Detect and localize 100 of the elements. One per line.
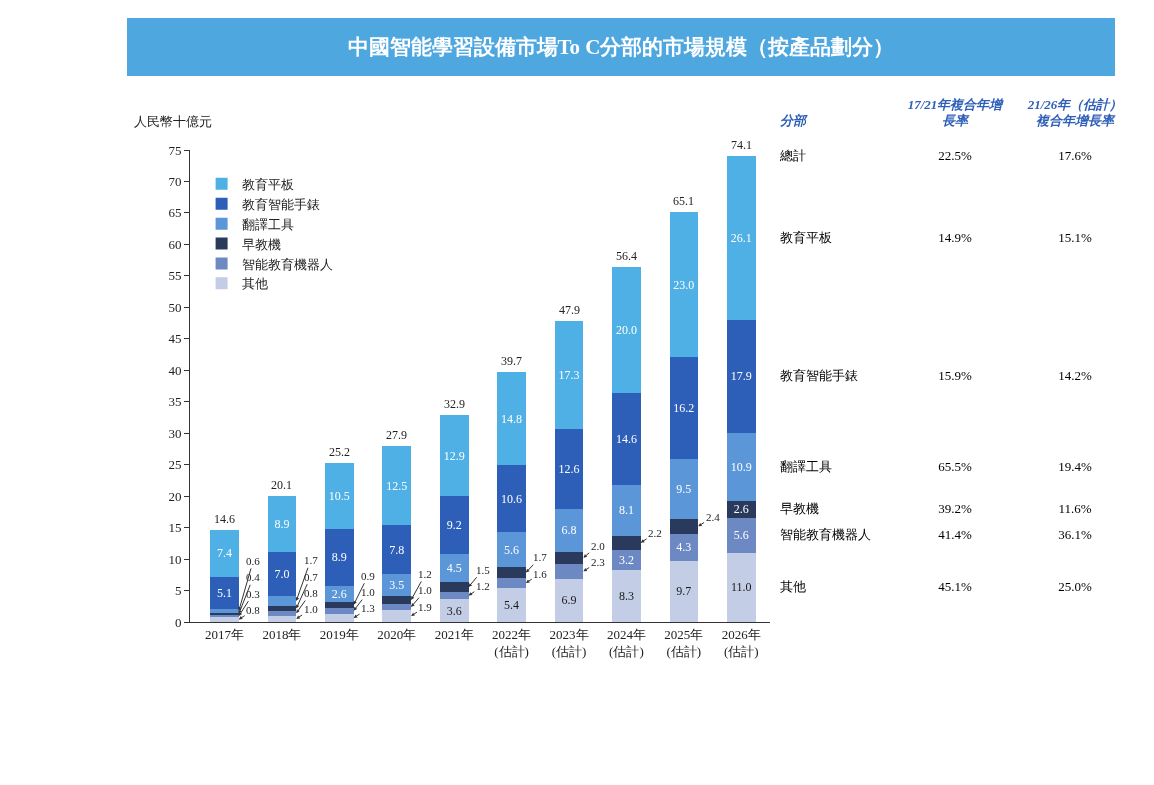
text: 17/21年複合年增長率 — [906, 97, 1005, 129]
data-label: 17.3 — [558, 367, 580, 382]
total-label: 32.9 — [444, 397, 465, 411]
bar — [439, 591, 469, 600]
bar — [726, 501, 756, 518]
data-label: 11.0 — [731, 580, 752, 595]
bar — [267, 551, 297, 596]
y-tick-label: 65 — [168, 205, 182, 221]
y-tick-label: 60 — [168, 236, 182, 252]
data-label: 0.4 — [246, 571, 261, 583]
data-label: 36.1% — [1058, 527, 1092, 544]
bar — [439, 554, 469, 583]
bar — [554, 551, 584, 565]
data-label: 22.5% — [938, 147, 972, 164]
data-label: 1.0 — [304, 603, 319, 615]
bar — [324, 613, 354, 622]
data-label: 10.9 — [730, 459, 752, 474]
data-label: 1.5 — [476, 564, 491, 576]
bar — [267, 606, 297, 611]
data-label: 11.6% — [1058, 501, 1092, 518]
bar — [612, 392, 641, 485]
legend-label: 早教機 — [241, 236, 281, 252]
y-tick-label: 35 — [168, 394, 182, 410]
total-label: 74.1 — [731, 138, 752, 152]
data-label: 7.4 — [216, 546, 232, 561]
data-label: 0.8 — [304, 587, 319, 599]
bar — [669, 459, 699, 519]
bar — [669, 212, 699, 358]
data-label: 2.0 — [591, 540, 606, 552]
bar — [726, 517, 756, 553]
y-tick-label: 10 — [168, 551, 182, 567]
bar — [382, 446, 412, 526]
data-label: 8.9 — [331, 550, 347, 565]
total-label: 47.9 — [559, 303, 580, 317]
x-tick-label: 2020年 — [377, 626, 417, 642]
bar — [497, 465, 526, 533]
bar — [267, 495, 297, 552]
bar — [726, 552, 756, 622]
bar — [554, 508, 584, 552]
data-label: 19.4% — [1058, 458, 1092, 475]
bar — [497, 567, 526, 578]
data-label: 26.1 — [730, 230, 752, 245]
data-label: 14.8 — [501, 411, 523, 426]
data-label: 8.9 — [274, 516, 290, 531]
category-label: 教育智能手錶 — [780, 367, 858, 386]
bar — [439, 599, 469, 622]
x-tick-label: 2019年 — [319, 626, 359, 642]
bar — [669, 533, 699, 561]
data-label: 14.6 — [615, 431, 637, 446]
data-label: 10.5 — [328, 489, 350, 504]
data-label: 16.2 — [673, 401, 695, 416]
data-label: 8.1 — [618, 503, 634, 518]
data-label: 5.4 — [504, 598, 520, 613]
bar — [669, 357, 699, 459]
bar — [612, 267, 641, 393]
legend-label: 智能教育機器人 — [241, 256, 333, 272]
data-label: 0.9 — [361, 570, 376, 582]
total-label: 56.4 — [616, 249, 637, 263]
x-tick-label: 2023年 (估計) — [549, 626, 589, 659]
y-tick-label: 5 — [174, 583, 182, 599]
data-label: 4.5 — [446, 561, 462, 576]
data-label: 7.8 — [389, 542, 405, 557]
x-tick-label: 2021年 — [434, 626, 474, 642]
bar — [554, 564, 584, 579]
data-label: 1.7 — [533, 551, 548, 563]
y-tick-label: 40 — [168, 362, 182, 378]
bar — [554, 578, 584, 622]
data-label: 5.6 — [504, 542, 520, 557]
legend-label: 教育平板 — [241, 176, 294, 192]
y-tick-label: 45 — [168, 331, 182, 347]
data-label: 1.0 — [418, 584, 433, 596]
data-label: 6.8 — [561, 523, 577, 538]
bar — [382, 574, 412, 597]
data-label: 0.3 — [246, 588, 261, 600]
data-label: 45.1% — [938, 579, 972, 596]
data-label: 25.0% — [1058, 579, 1092, 596]
bar — [439, 496, 469, 555]
y-tick-label: 55 — [168, 268, 182, 284]
bar — [612, 535, 641, 550]
data-label: 1.3 — [361, 602, 376, 614]
data-label: 3.5 — [389, 578, 405, 593]
bar — [726, 319, 756, 433]
data-label: 41.4% — [938, 527, 972, 544]
bar — [726, 432, 756, 502]
x-tick-label: 2022年 (估計) — [492, 626, 532, 659]
data-label: 1.0 — [361, 586, 376, 598]
data-label: 10.6 — [501, 491, 523, 506]
bar — [497, 577, 526, 589]
data-label: 15.1% — [1058, 229, 1092, 246]
bar — [554, 320, 584, 430]
data-label: 12.9 — [443, 448, 465, 463]
total-label: 20.1 — [271, 478, 292, 492]
bar — [612, 484, 641, 536]
data-label: 39.2% — [938, 501, 972, 518]
data-label: 14.9% — [938, 229, 972, 246]
y-tick-label: 15 — [168, 520, 182, 536]
text: 分部 — [780, 113, 806, 129]
y-axis-title: 人民幣十億元 — [134, 114, 212, 129]
bar — [324, 463, 354, 530]
legend-label: 翻譯工具 — [241, 216, 294, 232]
